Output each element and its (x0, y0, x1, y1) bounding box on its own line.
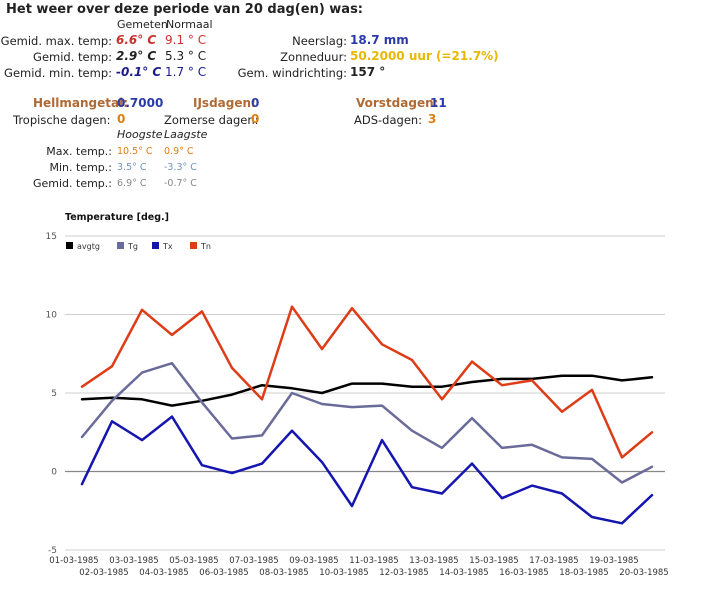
x-tick-label: 19-03-1985 (589, 556, 638, 566)
x-tick-label: 08-03-1985 (259, 568, 308, 578)
value-hellmangetal: 0.7000 (117, 96, 164, 110)
label-neerslag: Neerslag: (292, 34, 347, 48)
x-tick-label: 07-03-1985 (229, 556, 278, 566)
x-tick-label: 20-03-1985 (619, 568, 668, 578)
value-gemid-max-temp: 6.6° C (116, 33, 157, 47)
label-ijsdagen: IJsdagen: (193, 96, 256, 110)
label-gemid-max-temp: Gemid. max. temp: (0, 34, 112, 48)
value-gemid-temp-laagste: -0.7° C (164, 178, 197, 189)
label-gemid-temp-extremes: Gemid. temp.: (32, 177, 112, 190)
label-windrichting: Gem. windrichting: (237, 66, 347, 80)
value-vorstdagen: 11 (430, 96, 447, 110)
y-tick-label: 5 (51, 389, 57, 399)
value-zonneduur: 50.2000 uur (=21.7%) (350, 49, 499, 63)
header-hoogste: Hoogste (117, 128, 163, 141)
value-ads-dagen: 3 (428, 112, 437, 126)
y-tick-label: 15 (46, 232, 57, 242)
label-tropische-dagen: Tropische dagen: (13, 113, 111, 127)
x-tick-label: 13-03-1985 (409, 556, 458, 566)
header-laagste: Laagste (164, 128, 208, 141)
value-gemid-min-temp: -0.1° C (116, 65, 162, 79)
series-line-tx (80, 415, 654, 525)
x-tick-label: 15-03-1985 (469, 556, 518, 566)
legend-swatch (152, 242, 159, 249)
legend-label: Tx (162, 242, 173, 251)
y-tick-label: 10 (46, 311, 58, 321)
norm-gemid-max-temp: 9.1 ° C (165, 33, 207, 47)
label-gemid-min-temp: Gemid. min. temp: (4, 66, 112, 80)
series-line-avgtg (80, 374, 654, 407)
x-tick-label: 06-03-1985 (199, 568, 248, 578)
norm-gemid-min-temp: 1.7 ° C (165, 65, 207, 79)
value-neerslag: 18.7 mm (350, 33, 409, 47)
chart-title: Temperature [deg.] (65, 212, 169, 223)
legend-swatch (66, 242, 73, 249)
value-gemid-temp-hoogste: 6.9° C (117, 178, 147, 189)
legend-swatch (117, 242, 124, 249)
norm-gemid-temp: 5.3 ° C (165, 49, 207, 63)
y-tick-label: 0 (51, 468, 57, 478)
value-max-temp-hoogste: 10.5° C (117, 146, 153, 157)
value-gemid-temp: 2.9° C (116, 49, 157, 63)
x-tick-label: 05-03-1985 (169, 556, 218, 566)
x-tick-label: 10-03-1985 (319, 568, 368, 578)
legend-label: avgtg (77, 242, 100, 251)
label-max-temp: Max. temp.: (46, 145, 112, 158)
value-windrichting: 157 ° (350, 65, 386, 79)
legend-label: Tg (127, 242, 138, 251)
label-hellmangetal: Hellmangetal: (33, 96, 129, 110)
page-title: Het weer over deze periode van 20 dag(en… (6, 2, 364, 17)
x-tick-label: 03-03-1985 (109, 556, 158, 566)
series-line-tn (80, 305, 654, 459)
y-tick-label: -5 (48, 546, 57, 556)
x-tick-label: 04-03-1985 (139, 568, 188, 578)
value-max-temp-laagste: 0.9° C (164, 146, 194, 157)
header-gemeten: Gemeten (117, 18, 168, 31)
label-ads-dagen: ADS-dagen: (354, 113, 423, 127)
value-min-temp-laagste: -3.3° C (164, 162, 197, 173)
series-line-tg (80, 361, 654, 484)
x-tick-label: 01-03-1985 (49, 556, 98, 566)
value-tropische-dagen: 0 (117, 112, 126, 126)
label-min-temp: Min. temp.: (49, 161, 113, 174)
x-tick-label: 16-03-1985 (499, 568, 548, 578)
header-normaal: Normaal (166, 18, 213, 31)
x-tick-label: 12-03-1985 (379, 568, 428, 578)
x-tick-label: 14-03-1985 (439, 568, 488, 578)
label-vorstdagen: Vorstdagen: (356, 96, 439, 110)
x-tick-label: 11-03-1985 (349, 556, 398, 566)
legend-label: Tn (200, 242, 211, 251)
label-gemid-temp: Gemid. temp: (33, 50, 112, 64)
x-tick-label: 02-03-1985 (79, 568, 128, 578)
x-tick-label: 18-03-1985 (559, 568, 608, 578)
legend-swatch (190, 242, 197, 249)
value-ijsdagen: 0 (251, 96, 260, 110)
x-tick-label: 09-03-1985 (289, 556, 338, 566)
value-min-temp-hoogste: 3.5° C (117, 162, 147, 173)
label-zomerse-dagen: Zomerse dagen: (164, 113, 259, 127)
label-zonneduur: Zonneduur: (280, 50, 347, 64)
x-tick-label: 17-03-1985 (529, 556, 578, 566)
value-zomerse-dagen: 0 (251, 112, 260, 126)
